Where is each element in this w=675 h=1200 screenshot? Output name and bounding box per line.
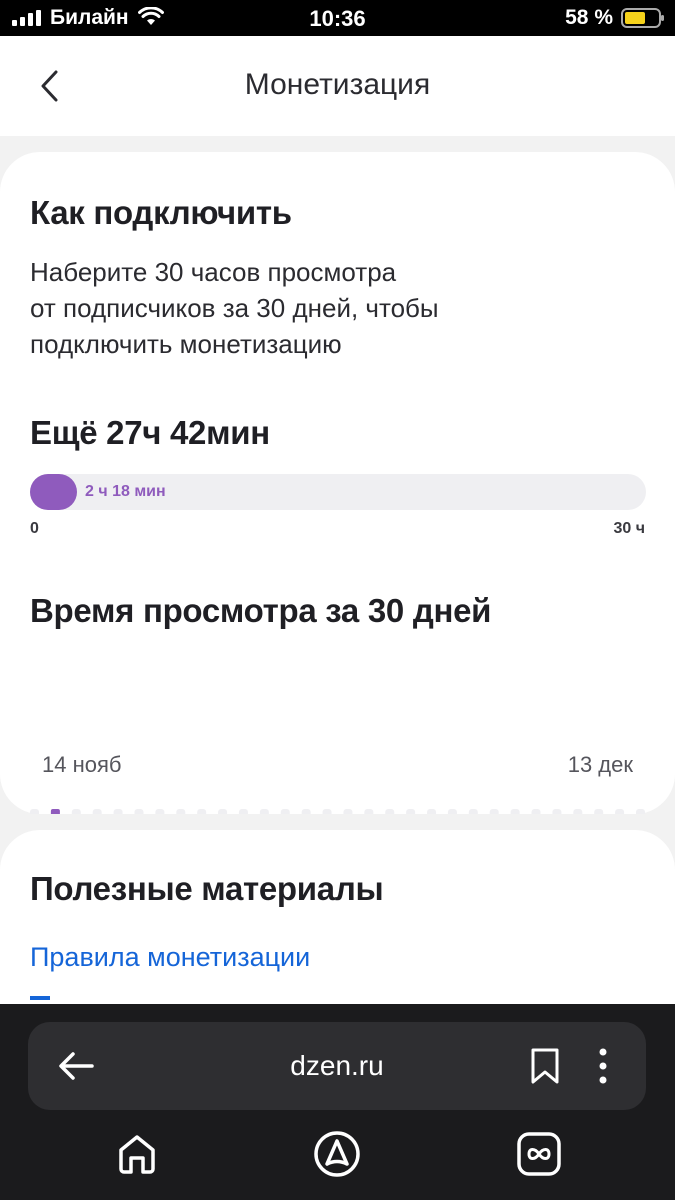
chart-bar-track [113,809,123,814]
chart-bar-track [510,809,520,814]
chevron-left-icon[interactable] [34,66,64,106]
chart-bar-track [406,809,416,814]
description-line: от подписчиков за 30 дней, чтобы [30,293,439,323]
wifi-icon [138,7,164,25]
chart-bar-track [636,809,645,814]
progress-min-label: 0 [30,520,39,537]
chart-bar-track [385,809,395,814]
url-text[interactable]: dzen.ru [290,1050,384,1081]
chart-bar-track [615,809,625,814]
chart-bar-track [197,809,207,814]
chart-bar-track [71,809,81,814]
chart-bar-track [427,809,437,814]
chart-bar-track [552,809,562,814]
chart-bar-track [573,809,583,814]
chart-bar-track [531,809,541,814]
chart-heading: Время просмотра за 30 дней [30,592,492,629]
chart-bar-track [92,809,102,814]
next-link-fragment [30,996,50,1000]
alice-icon[interactable] [313,1130,361,1178]
chart-bar-track [155,809,165,814]
battery-icon [621,8,664,28]
monetization-rules-link[interactable]: Правила монетизации [30,942,311,972]
chart-bar-track [364,809,374,814]
chart-start-date: 14 нояб [42,752,122,777]
page-header: Монетизация [0,36,675,136]
how-to-connect-heading: Как подключить [30,194,292,231]
chart-bar [50,809,60,814]
chart-bar-track [594,809,604,814]
progress-max-label: 30 ч [613,520,645,537]
home-icon[interactable] [113,1130,161,1178]
battery-percentage: 58 % [565,6,613,29]
watch-time-progress-bar: 2 ч 18 мин [30,474,646,510]
clock: 10:36 [309,6,366,31]
chart-bar-track [218,809,228,814]
monetization-connect-card: Как подключить Наберите 30 часов просмот… [0,152,675,814]
chart-bar-track [468,809,478,814]
infinity-icon[interactable] [515,1130,563,1178]
useful-materials-heading: Полезные материалы [30,870,384,907]
chart-bar-track [322,809,332,814]
chart-bar-track [489,809,499,814]
back-arrow-icon[interactable] [56,1048,96,1084]
chart-bar-track [259,809,269,814]
description-line: Наберите 30 часов просмотра [30,257,397,287]
chart-bar-track [343,809,353,814]
watch-time-chart [30,809,645,814]
chart-bar-track [30,809,39,814]
status-bar: Билайн 10:36 58 % [0,0,675,36]
chart-bar-track [280,809,290,814]
connect-description: Наберите 30 часов просмотра от подписчик… [30,254,630,362]
chart-bar-track [301,809,311,814]
chart-bar-track [176,809,186,814]
chart-end-date: 13 дек [567,752,633,777]
browser-toolbar: dzen.ru [0,1004,675,1200]
signal-icon [12,10,41,26]
chart-bar-track [134,809,144,814]
bookmark-icon[interactable] [528,1046,562,1086]
page-title: Монетизация [244,68,431,101]
chart-bar-track [447,809,457,814]
carrier-name: Билайн [50,6,129,29]
remaining-time: Ещё 27ч 42мин [30,414,270,451]
more-vertical-icon[interactable] [591,1046,615,1086]
description-line: подключить монетизацию [30,329,342,359]
useful-materials-card: Полезные материалы Правила монетизации [0,830,675,1030]
progress-value-label: 2 ч 18 мин [85,483,166,500]
chart-bar-track [238,809,248,814]
progress-fill [30,474,77,510]
address-bar[interactable]: dzen.ru [28,1022,646,1110]
